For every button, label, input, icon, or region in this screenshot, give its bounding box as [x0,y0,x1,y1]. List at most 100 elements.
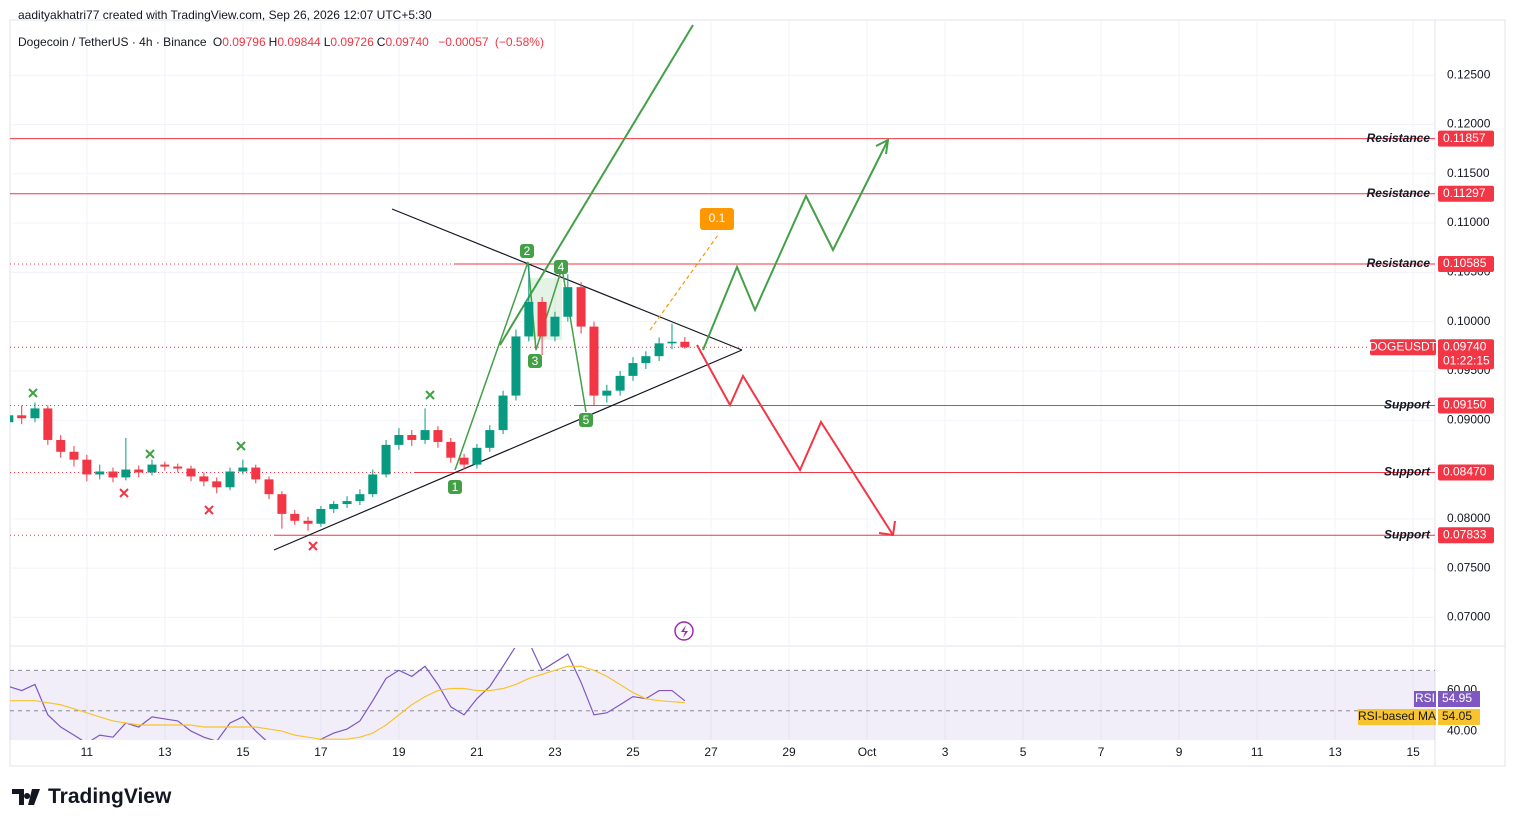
wave-label: 3 [532,354,539,368]
level-value: 0.11857 [1443,131,1486,145]
y-tick-label: 0.11500 [1447,166,1490,180]
level-value: 0.07833 [1443,527,1487,541]
wave-marker [448,480,462,494]
candle-body [277,494,287,514]
candle-body [30,408,40,419]
ohlc-value: 0.09740 [385,35,429,49]
bull-projection [702,139,889,351]
candle-body [524,301,534,337]
y-tick-label: 0.08000 [1447,511,1491,525]
candle-body [173,466,183,469]
wave-label: 2 [524,244,531,258]
x-tick-label: 11 [1251,745,1264,759]
candle-body [407,435,417,440]
candle-body [680,341,690,348]
level-box [1438,255,1494,272]
ohlc-value: 0.09844 [277,35,321,49]
x-tick-label: 29 [782,745,796,759]
rsi-value-box [1438,691,1480,707]
event-icon [674,621,694,641]
candle-body [511,336,521,396]
level-value: 0.10585 [1443,256,1487,270]
level-box [1438,397,1494,414]
candle-body [433,430,443,442]
level-box [1438,130,1494,147]
rsi-line [10,648,686,740]
target-box [700,208,734,230]
wave-marker [579,413,593,427]
candle-body [602,390,612,396]
candle-body [17,415,27,419]
level-name: Support [1384,527,1431,541]
ohlc-key: O [212,35,223,49]
rsi-band [10,670,1435,740]
candle-body [563,287,573,317]
y-tick-label: 0.12500 [1447,67,1491,81]
x-tick-label: 19 [392,745,406,759]
candle-body [147,464,157,473]
brand-name: TradingView [48,785,172,808]
candle-body [43,408,53,440]
last-price-value: 0.09740 [1443,339,1487,353]
brand: TradingView [12,785,171,809]
x-tick-label: 15 [1406,745,1420,759]
candle-body [212,481,222,488]
candle-body [225,471,235,488]
candle-body [355,494,365,502]
change: −0.00057 [438,35,489,49]
x-tick-label: 27 [704,745,718,759]
x-tick-label: 7 [1098,745,1105,759]
candle-body [628,363,638,376]
level-box [1438,464,1494,481]
level-value: 0.09150 [1443,398,1487,412]
candle-body [160,464,170,467]
symbol-title: Dogecoin / TetherUS · 4h · Binance [18,35,207,49]
symbol-legend: Dogecoin / TetherUS · 4h · Binance O0.09… [18,35,547,49]
ohlc-key: L [323,35,331,49]
candle-body [134,469,144,473]
candle-body [303,520,313,524]
rsi-value: 54.05 [1442,709,1472,723]
candle-body [446,441,456,458]
bull-arrow [875,138,890,155]
change-pct: (−0.58%) [494,35,544,49]
candle-body [654,343,664,357]
y-tick-label: 0.10000 [1447,314,1491,328]
candle-body [251,467,261,480]
rsi-value: 54.95 [1442,691,1472,705]
rsi-tick-label: 40.00 [1447,723,1477,737]
candle-body [316,508,326,524]
triangle-upper [391,208,743,351]
ohlc-value: 0.09796 [222,35,266,49]
level-name: Support [1384,465,1431,479]
candle-body [108,471,118,478]
last-price-name-box [1370,339,1436,356]
countdown: 01:22:15 [1443,353,1490,367]
y-tick-label: 0.07500 [1447,560,1491,574]
x-tick-label: 17 [314,745,328,759]
last-price-name: DOGEUSDT [1369,339,1438,353]
candle-body [381,444,391,475]
rsi-line [10,665,685,740]
wave-marker [528,354,542,368]
x-tick-label: 5 [1020,745,1027,759]
ohlc-key: H [268,35,278,49]
trend-projection [499,24,694,346]
wave-label: 5 [583,413,590,427]
x-tick-label: 15 [236,745,250,759]
wave-guide [454,261,529,471]
wave-marker [520,244,534,258]
frame [9,19,1506,767]
candle-body [615,375,625,391]
ohlc-key: C [376,35,386,49]
x-tick-label: 13 [158,745,172,759]
legend-entry: RSI-based MA [1358,709,1436,723]
level-value: 0.11297 [1443,186,1486,200]
legend-key-box [1358,709,1436,725]
candle-body [121,469,131,478]
x-tick-label: 9 [1176,745,1183,759]
last-price-box [1438,339,1494,370]
ohlc: O0.09796 H0.09844 L0.09726 C0.09740 [213,35,432,49]
